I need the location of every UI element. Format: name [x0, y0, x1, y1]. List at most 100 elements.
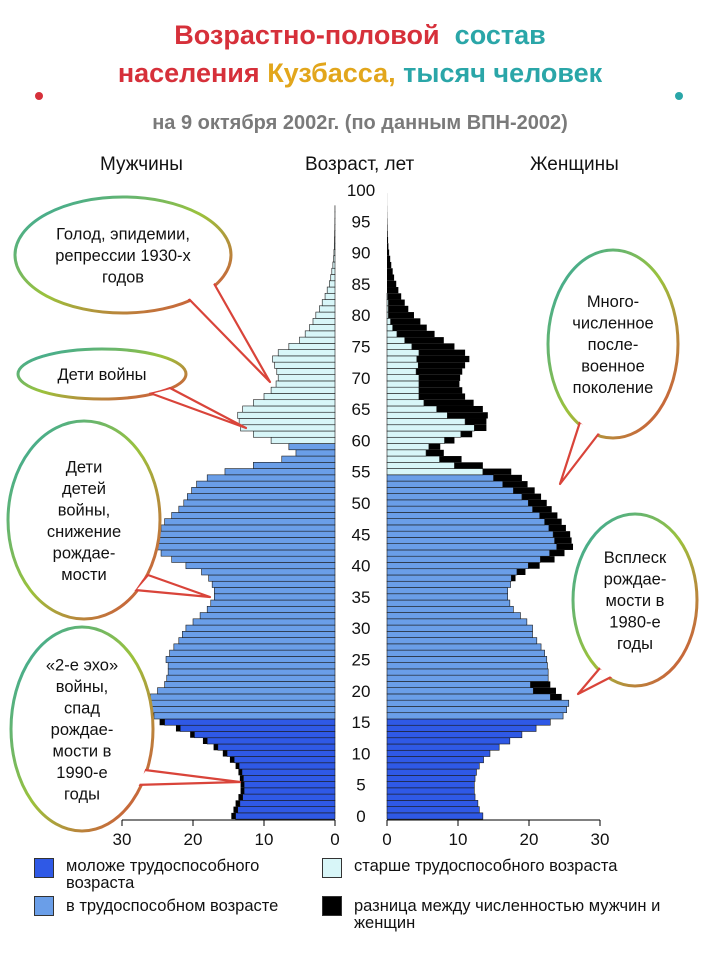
age-tick-30: 30: [352, 619, 371, 638]
bar-women-age-4: [386, 787, 475, 795]
bar-women-diff-age-89: [387, 255, 391, 262]
bar-men-age-33: [206, 605, 336, 613]
bar-men-diff-age-2: [235, 800, 240, 807]
bar-women-diff-age-67: [387, 393, 466, 400]
bar-men-diff-age-14: [175, 725, 181, 732]
bar-men-age-89: [333, 255, 336, 263]
bar-women-age-54: [386, 474, 494, 482]
bar-women-age-45: [386, 530, 554, 538]
bar-women-age-33: [386, 605, 514, 613]
callout-echo2: «2-е эхо» войны, спад рождае-мости в 1990-е г…: [9, 625, 242, 833]
bar-men-age-52: [191, 487, 336, 494]
women-x-tick-label-10: 10: [449, 830, 468, 849]
bar-men-age-66: [253, 399, 336, 407]
callouts: Голод, эпидемии, репрессии 1930-х годов Дет…: [6, 195, 699, 833]
bar-women-diff-age-71: [387, 368, 463, 375]
bar-women-diff-age-77: [387, 330, 435, 338]
bar-men-age-23: [167, 668, 336, 676]
callout-postwar-text: Много-численное после-военное поколение: [572, 293, 653, 397]
bar-women-age-51: [386, 493, 523, 501]
bar-women-age-38: [386, 574, 512, 582]
bar-women-age-73: [386, 355, 418, 363]
bar-women-age-30: [386, 624, 533, 632]
bar-women-diff-age-78: [387, 324, 427, 331]
bar-men-age-21: [164, 681, 336, 688]
bar-men-age-39: [201, 568, 336, 576]
bar-men-age-16: [153, 712, 336, 720]
bar-women-age-10: [386, 749, 491, 757]
bar-men-diff-age-12: [202, 737, 208, 745]
bar-women-diff-age-76: [387, 337, 444, 344]
bar-men-age-1: [237, 806, 336, 814]
bar-men-age-59: [288, 443, 336, 451]
bar-men-age-85: [329, 280, 336, 288]
age-tick-100: 100: [347, 181, 375, 200]
bar-men-age-13: [194, 731, 336, 739]
bar-men-age-83: [324, 292, 336, 300]
bar-men-age-34: [210, 599, 336, 607]
bar-men-age-19: [150, 693, 336, 701]
bar-men-age-90: [333, 249, 336, 257]
chart-title-line1: Возрастно-половой состав: [0, 20, 720, 51]
men-header: Мужчины: [100, 154, 183, 175]
bar-women-age-23: [386, 668, 549, 676]
bar-men-age-80: [315, 311, 336, 319]
bar-men-age-2: [239, 800, 336, 807]
callout-famine: Голод, эпидемии, репрессии 1930-х годов: [13, 195, 272, 384]
bar-men-age-41: [171, 555, 336, 563]
bar-men-diff-age-4: [240, 787, 245, 795]
women-x-tick-label-20: 20: [520, 830, 539, 849]
bar-men-age-65: [242, 405, 336, 413]
bar-men-age-30: [185, 624, 336, 632]
bar-women-age-40: [386, 562, 529, 570]
bar-women-age-64: [386, 411, 448, 419]
legend-old: старше трудоспособного возраста: [354, 857, 618, 875]
bar-women-age-79: [386, 318, 391, 325]
bar-men-age-54: [206, 474, 336, 482]
bar-women-diff-age-87: [387, 268, 393, 275]
bar-women-age-65: [386, 405, 438, 413]
age-tick-20: 20: [352, 682, 371, 701]
bar-women-age-28: [386, 637, 538, 645]
bar-men-diff-age-10: [222, 750, 228, 757]
age-tick-5: 5: [356, 776, 365, 795]
legend-young: моложе трудоспособного возраста: [66, 857, 260, 892]
bar-women-age-80: [386, 311, 389, 319]
bar-women-age-76: [386, 336, 406, 344]
bar-men-diff-age-15: [159, 718, 165, 726]
bar-women-age-22: [386, 674, 549, 682]
bar-men-age-46: [160, 524, 336, 532]
bar-men-diff-age-3: [238, 794, 243, 801]
bar-women-diff-age-80: [387, 312, 414, 319]
bar-women-age-50: [386, 499, 529, 507]
bar-men-diff-age-0: [231, 812, 236, 820]
age-axis: 0 5 10 15 20 25 30 35 40 45 50 55 60 65 70 75 80 85 90 95 10…: [347, 181, 375, 826]
bar-men-diff-age-7: [238, 769, 242, 776]
bar-women-age-27: [386, 643, 542, 651]
age-tick-55: 55: [352, 463, 371, 482]
bar-women-age-57: [386, 455, 440, 463]
bar-men-diff-age-13: [190, 731, 195, 738]
bar-women-diff-age-73: [387, 355, 470, 363]
bar-women-age-35: [386, 593, 508, 601]
bar-women-diff-age-90: [387, 249, 390, 256]
bar-men-age-35: [214, 593, 336, 601]
bar-men-age-9: [233, 756, 336, 764]
bar-men-age-81: [319, 305, 336, 313]
bar-men-age-38: [208, 574, 336, 582]
bar-women-age-5: [386, 781, 475, 789]
legend-swatch-working: [34, 896, 54, 916]
bar-women-diff-age-75: [387, 343, 455, 350]
bar-men-age-40: [185, 562, 336, 570]
men-x-axis: 0 10 20 30: [113, 819, 340, 849]
title-word-1: Возрастно-половой: [174, 20, 440, 50]
women-x-axis: 0 10 20 30: [382, 819, 609, 849]
bar-men-age-56: [253, 462, 336, 469]
bar-women-age-25: [386, 656, 548, 663]
bar-women-age-56: [386, 462, 455, 469]
bar-women-age-72: [386, 361, 419, 369]
bar-women-age-43: [386, 543, 557, 551]
legend-swatch-diff: [322, 896, 342, 916]
bar-women-age-55: [386, 468, 484, 476]
legend-swatch-old: [322, 858, 342, 878]
